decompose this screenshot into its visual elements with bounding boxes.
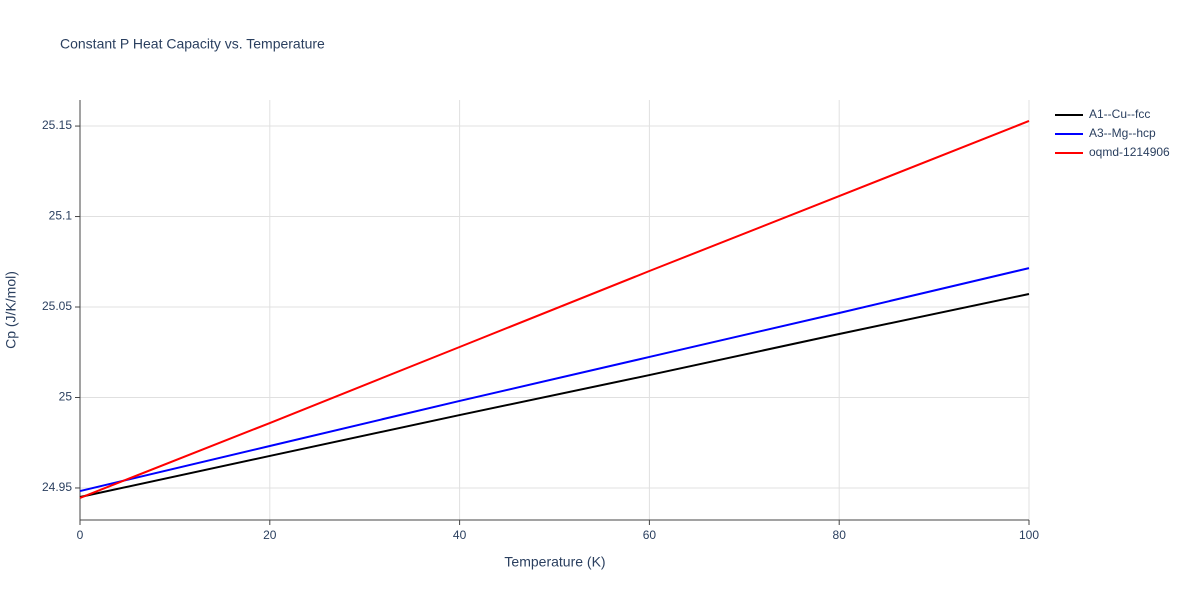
legend-label: A1--Cu--fcc: [1089, 107, 1150, 121]
chart-title: Constant P Heat Capacity vs. Temperature: [60, 36, 325, 52]
series-line: [79, 267, 1030, 493]
y-tick-label: 25.15: [42, 118, 72, 132]
y-tick-label: 24.95: [42, 480, 72, 494]
y-tick-label: 25.05: [42, 299, 72, 313]
y-tick-label: 25: [59, 390, 73, 404]
x-axis-title: Temperature (K): [504, 554, 605, 570]
y-tick-label: 25.1: [49, 209, 73, 223]
x-tick-label: 60: [643, 528, 657, 542]
x-tick-label: 40: [453, 528, 467, 542]
x-tick-label: 80: [833, 528, 847, 542]
x-tick-label: 20: [263, 528, 277, 542]
y-axis-title: Cp (J/K/mol): [3, 271, 19, 349]
legend-label: A3--Mg--hcp: [1089, 126, 1156, 140]
x-tick-label: 100: [1019, 528, 1039, 542]
x-tick-label: 0: [77, 528, 84, 542]
legend-label: oqmd-1214906: [1089, 145, 1170, 159]
series-line: [79, 120, 1030, 499]
series-line: [79, 293, 1030, 498]
